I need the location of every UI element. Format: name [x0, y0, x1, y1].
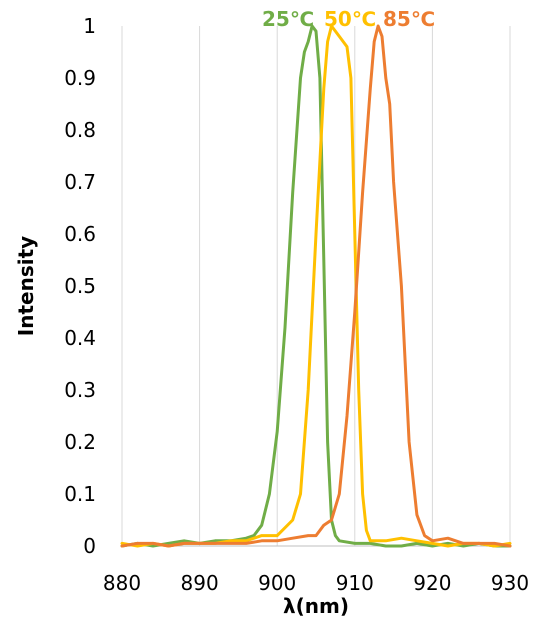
- y-tick-label: 0.7: [64, 170, 96, 194]
- y-axis-title: Intensity: [14, 236, 38, 336]
- series-line-3: [120, 24, 512, 548]
- x-tick-label: 920: [413, 571, 451, 595]
- legend-label-1: 25℃: [262, 7, 314, 31]
- x-tick-label: 890: [181, 571, 219, 595]
- legend-label-3: 85℃: [383, 7, 435, 31]
- series-line-1: [120, 24, 512, 548]
- y-tick-label: 0.3: [64, 378, 96, 402]
- series-line-2: [120, 24, 512, 548]
- y-tick-label: 0.2: [64, 430, 96, 454]
- y-tick-label: 0.8: [64, 118, 96, 142]
- x-tick-label: 880: [103, 571, 141, 595]
- series-group: [120, 24, 512, 548]
- y-tick-label: 1: [83, 14, 96, 38]
- y-tick-label: 0.4: [64, 326, 96, 350]
- y-tick-label: 0.9: [64, 66, 96, 90]
- y-tick-label: 0.1: [64, 482, 96, 506]
- x-tick-label: 910: [336, 571, 374, 595]
- y-tick-label: 0.5: [64, 274, 96, 298]
- x-tick-labels: 880 890 900 910 920 930: [103, 571, 529, 595]
- y-tick-label: 0: [83, 534, 96, 558]
- y-tick-labels: 0 0.1 0.2 0.3 0.4 0.5 0.6 0.7 0.8 0.9 1: [64, 14, 96, 558]
- x-axis-title: λ(nm): [283, 594, 349, 618]
- legend-label-2: 50℃: [324, 7, 376, 31]
- legend: 25℃ 50℃ 85℃: [262, 7, 435, 31]
- x-tick-label: 930: [491, 571, 529, 595]
- grid: [121, 26, 511, 546]
- y-tick-label: 0.6: [64, 222, 96, 246]
- x-tick-label: 900: [258, 571, 296, 595]
